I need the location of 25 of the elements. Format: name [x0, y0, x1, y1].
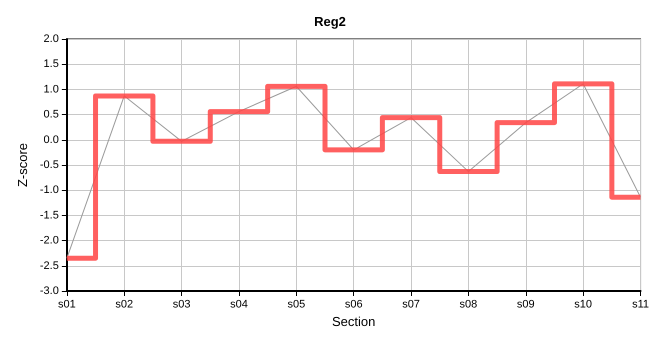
- y-tick-label: 0.0: [44, 134, 59, 146]
- x-tick-label: s02: [115, 298, 134, 310]
- x-tick-label: s11: [632, 298, 649, 310]
- x-tick-label: s10: [574, 298, 592, 310]
- x-tick-label: s07: [402, 298, 420, 310]
- x-tick-label: s06: [344, 298, 363, 310]
- y-tick-label: -2.5: [40, 260, 59, 272]
- x-axis-title: Section: [332, 314, 376, 329]
- y-tick-label: -2.0: [40, 234, 59, 247]
- y-tick-label: -3.0: [40, 285, 59, 297]
- y-tick-label: -0.5: [40, 159, 59, 171]
- y-tick-label: 1.0: [44, 83, 59, 96]
- x-tick-label: s08: [460, 298, 478, 310]
- x-tick-label: s04: [230, 298, 248, 310]
- x-tick-label: s01: [58, 298, 76, 310]
- x-tick-label: s09: [516, 298, 535, 310]
- y-tick-label: -1.0: [40, 184, 59, 196]
- y-axis-title: Z-score: [15, 142, 30, 188]
- y-tick-label: 2.0: [44, 33, 59, 45]
- chart-title: Reg2: [314, 14, 346, 29]
- y-tick-label: 0.5: [44, 108, 59, 121]
- y-tick-label: 1.5: [44, 58, 59, 70]
- x-tick-label: s03: [172, 298, 190, 310]
- x-tick-label: s05: [287, 298, 306, 310]
- y-tick-label: -1.5: [40, 209, 59, 222]
